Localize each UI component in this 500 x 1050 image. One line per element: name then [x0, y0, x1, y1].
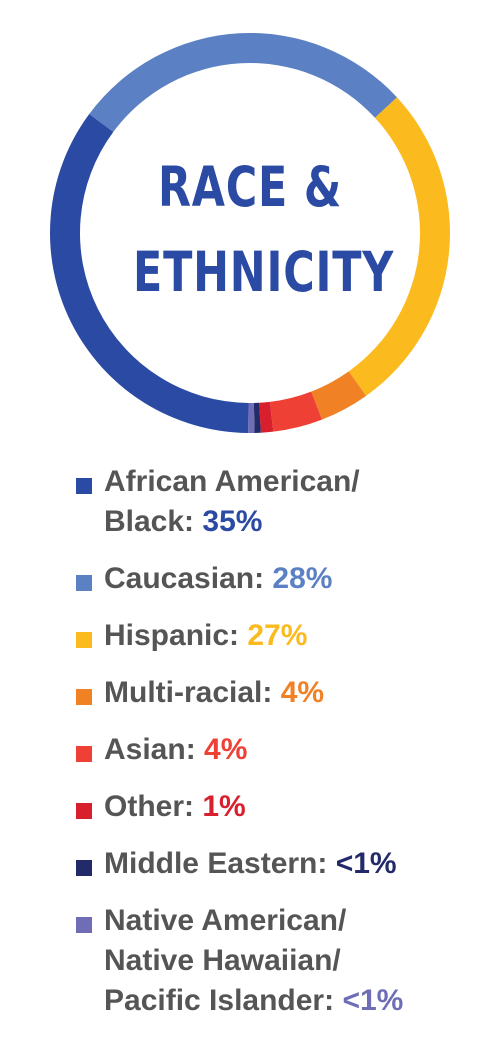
donut-slice-4 [269, 391, 322, 432]
legend-value: 1% [202, 790, 246, 823]
legend-swatch [76, 632, 92, 648]
legend-label: Caucasian: [104, 562, 265, 595]
legend-item: Multi-racial: 4% [76, 673, 500, 713]
donut-slice-5 [259, 401, 274, 433]
legend-label: Middle Eastern: [104, 847, 328, 880]
legend-item: Asian: 4% [76, 730, 500, 770]
chart-title-line-1: RACE & [157, 155, 343, 219]
legend-value: 4% [204, 733, 248, 766]
legend-value: <1% [335, 847, 397, 880]
legend-item: African American/Black: 35% [76, 462, 500, 542]
legend-label: Black: [104, 505, 195, 538]
legend-swatch [76, 575, 92, 591]
legend-item: Other: 1% [76, 787, 500, 827]
donut-slice-1 [89, 32, 397, 132]
donut-slice-2 [348, 97, 450, 396]
legend-item: Caucasian: 28% [76, 559, 500, 599]
legend-label: Native American/ [104, 904, 347, 937]
legend-label: African American/ [104, 465, 360, 498]
legend-label: Hispanic: [104, 619, 240, 652]
legend-value: <1% [342, 984, 404, 1017]
legend-item: Middle Eastern: <1% [76, 844, 500, 884]
legend-label: Pacific Islander: [104, 984, 335, 1017]
legend-swatch [76, 803, 92, 819]
legend-label: Asian: [104, 733, 196, 766]
legend-swatch [76, 746, 92, 762]
legend-item: Hispanic: 27% [76, 616, 500, 656]
legend-label: Other: [104, 790, 194, 823]
donut-slice-3 [311, 371, 367, 420]
legend-swatch [76, 689, 92, 705]
legend-value: 4% [280, 676, 325, 709]
donut-chart: RACE & ETHNICITY [0, 0, 500, 450]
legend-value: 35% [202, 505, 263, 538]
donut-slice-0 [49, 114, 249, 433]
donut-chart-svg [49, 32, 450, 433]
donut-slice-7 [248, 402, 255, 433]
chart-legend: African American/Black: 35% Caucasian: 28… [0, 462, 500, 1038]
legend-swatch [76, 917, 92, 933]
donut-slice-6 [253, 402, 261, 433]
legend-label: Native Hawaiian/ [104, 944, 341, 977]
legend-swatch [76, 478, 92, 494]
legend-value: 27% [247, 619, 308, 652]
chart-title-line-2: ETHNICITY [133, 240, 395, 304]
legend-value: 28% [272, 562, 333, 595]
legend-label: Multi-racial: [104, 676, 273, 709]
legend-swatch [76, 860, 92, 876]
legend-item: Native American/Native Hawaiian/Pacific … [76, 901, 500, 1021]
